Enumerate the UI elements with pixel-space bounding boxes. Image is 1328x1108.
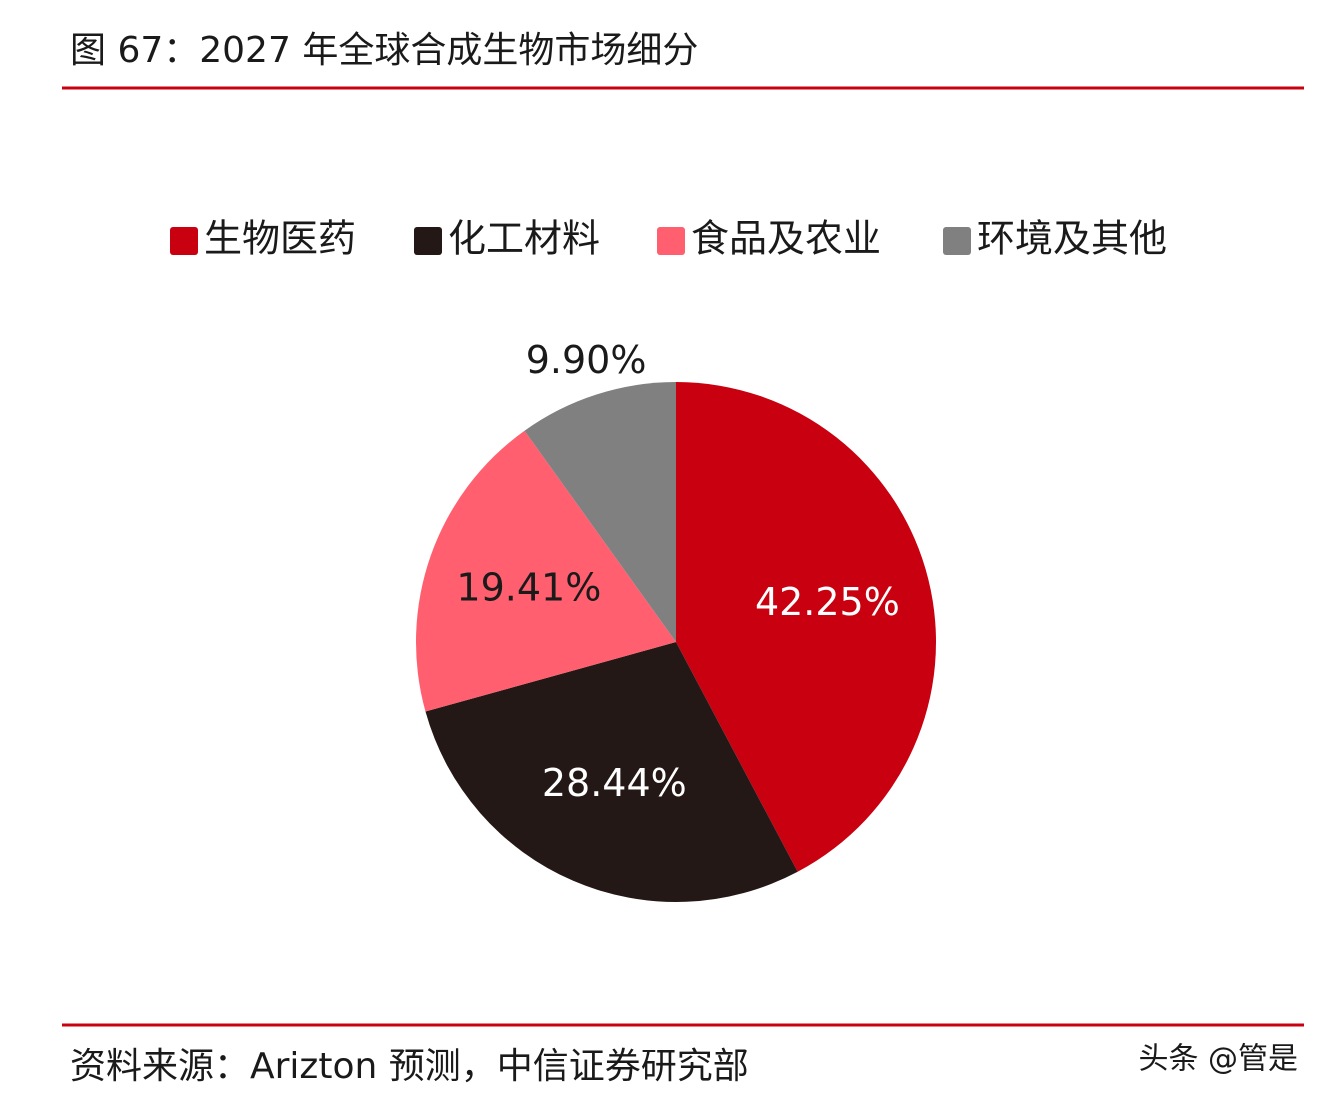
- source-note: 资料来源：Arizton 预测，中信证券研究部: [70, 1046, 749, 1087]
- chart-title: 图 67：2027 年全球合成生物市场细分: [70, 30, 698, 71]
- watermark: 头条 @管是: [1138, 1042, 1298, 1077]
- pie-slice: [425, 642, 798, 902]
- legend-label: 化工材料: [448, 217, 600, 261]
- pie-slice: [415, 430, 676, 712]
- legend-swatch: [414, 227, 442, 255]
- pie-slice: [676, 382, 936, 872]
- data-label: 19.41%: [456, 566, 601, 610]
- pie-slice: [524, 382, 676, 642]
- data-label: 28.44%: [542, 761, 687, 805]
- legend-label: 生物医药: [204, 217, 356, 261]
- legend-swatch: [943, 227, 971, 255]
- legend-swatch: [170, 227, 198, 255]
- legend-label: 环境及其他: [977, 217, 1167, 261]
- legend-label: 食品及农业: [691, 217, 881, 261]
- data-label: 9.90%: [526, 338, 647, 382]
- data-label: 42.25%: [755, 580, 900, 624]
- legend-swatch: [657, 227, 685, 255]
